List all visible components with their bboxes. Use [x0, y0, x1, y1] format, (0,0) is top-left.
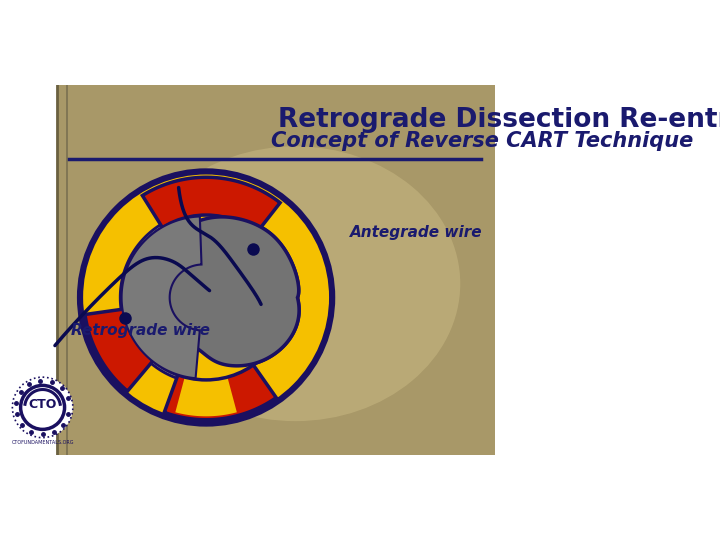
Polygon shape [176, 374, 237, 416]
Circle shape [79, 171, 333, 424]
Bar [57, 85, 495, 455]
Polygon shape [148, 217, 299, 366]
Polygon shape [143, 177, 280, 244]
Text: CTO: CTO [28, 398, 57, 411]
Bar [0, 85, 57, 455]
Text: Retrograde Dissection Re-entry: Retrograde Dissection Re-entry [278, 106, 720, 132]
Polygon shape [122, 217, 202, 378]
Circle shape [21, 386, 65, 429]
Circle shape [124, 215, 289, 380]
Polygon shape [85, 307, 160, 391]
Text: Retrograde wire: Retrograde wire [71, 323, 210, 338]
Text: CTOFUNDAMENTALS.ORG: CTOFUNDAMENTALS.ORG [12, 440, 74, 445]
Ellipse shape [130, 146, 460, 421]
Text: Antegrade wire: Antegrade wire [351, 225, 483, 240]
Polygon shape [120, 212, 214, 383]
Circle shape [12, 377, 73, 437]
Circle shape [83, 174, 329, 421]
Text: Concept of Reverse CART Technique: Concept of Reverse CART Technique [271, 131, 693, 151]
Polygon shape [148, 217, 299, 366]
Polygon shape [164, 354, 276, 420]
